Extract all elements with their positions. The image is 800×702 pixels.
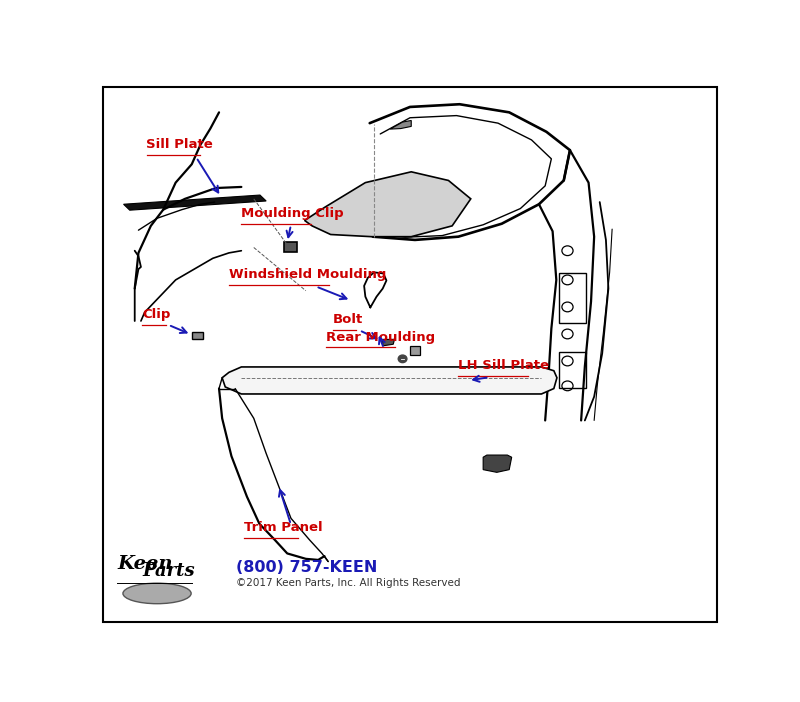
Text: Windshield Moulding: Windshield Moulding bbox=[229, 268, 386, 281]
Text: Sill Plate: Sill Plate bbox=[146, 138, 214, 151]
Text: Parts: Parts bbox=[142, 562, 194, 581]
Bar bbox=[330, 384, 348, 391]
Circle shape bbox=[398, 355, 407, 363]
Bar bbox=[383, 384, 401, 391]
Text: ©2017 Keen Parts, Inc. All Rights Reserved: ©2017 Keen Parts, Inc. All Rights Reserv… bbox=[237, 578, 461, 588]
Text: (800) 757-KEEN: (800) 757-KEEN bbox=[237, 560, 378, 575]
Bar bbox=[283, 242, 297, 252]
Bar bbox=[436, 384, 454, 391]
Bar bbox=[410, 346, 420, 355]
Polygon shape bbox=[382, 339, 394, 346]
Text: Bolt: Bolt bbox=[333, 313, 362, 326]
Text: Rear Moulding: Rear Moulding bbox=[326, 331, 435, 344]
Bar bbox=[192, 332, 203, 339]
Polygon shape bbox=[305, 172, 470, 237]
Bar bbox=[558, 352, 586, 388]
Text: Trim Panel: Trim Panel bbox=[244, 521, 322, 534]
Ellipse shape bbox=[123, 583, 191, 604]
Text: Moulding Clip: Moulding Clip bbox=[242, 208, 344, 220]
Text: LH Sill Plate: LH Sill Plate bbox=[458, 359, 550, 372]
Text: Keen: Keen bbox=[118, 555, 173, 574]
Text: Clip: Clip bbox=[142, 308, 170, 321]
Polygon shape bbox=[222, 367, 557, 394]
Polygon shape bbox=[483, 455, 512, 472]
Bar bbox=[558, 274, 586, 323]
Bar bbox=[281, 384, 298, 391]
Polygon shape bbox=[123, 195, 266, 210]
Polygon shape bbox=[390, 121, 411, 129]
